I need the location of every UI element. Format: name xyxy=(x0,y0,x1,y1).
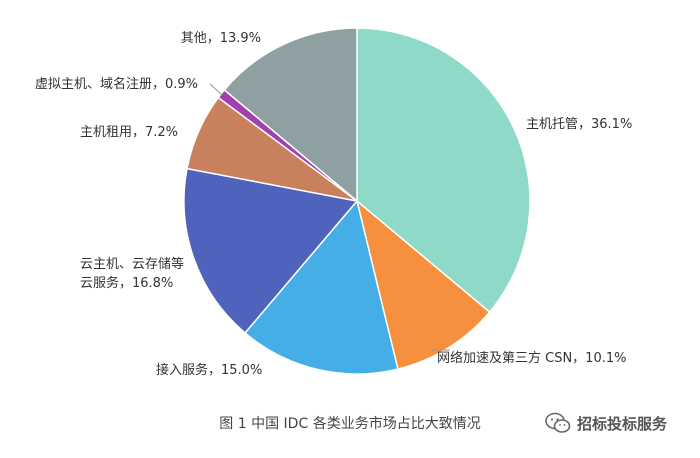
slice-label: 接入服务，15.0% xyxy=(156,362,262,378)
slice-label: 其他，13.9% xyxy=(181,31,261,46)
slice-label: 云主机、云存储等云服务，16.8% xyxy=(80,256,184,291)
watermark-text: 招标投标服务 xyxy=(577,414,668,433)
leader-line xyxy=(209,83,223,96)
slice-label: 主机租用，7.2% xyxy=(80,125,178,140)
slice-label: 主机托管，36.1% xyxy=(526,117,632,132)
watermark: 招标投标服务 xyxy=(545,412,667,434)
slice-label: 网络加速及第三方 CSN，10.1% xyxy=(437,350,626,366)
wechat-icon xyxy=(545,412,571,433)
pie-slice xyxy=(223,27,358,203)
pie-slice xyxy=(356,27,531,314)
pie-slices xyxy=(183,27,531,375)
figure-caption: 图 1 中国 IDC 各类业务市场占比大致情况 xyxy=(219,415,480,432)
slice-label: 虚拟主机、域名注册，0.9% xyxy=(35,76,198,92)
pie-slice xyxy=(355,198,491,370)
pie-slice xyxy=(244,199,399,375)
pie-slice xyxy=(183,167,359,334)
leader-lines xyxy=(209,83,450,351)
slice-labels: 主机托管，36.1% 网络加速及第三方 CSN，10.1% 接入服务，15.0% 云主… xyxy=(35,31,632,378)
